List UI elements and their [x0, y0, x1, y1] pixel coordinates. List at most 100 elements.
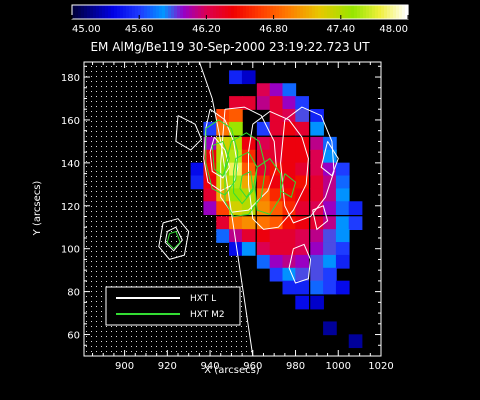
em-cell [229, 109, 243, 123]
colorbar-band [213, 5, 217, 19]
x-tick-label: 940 [201, 361, 220, 372]
em-cell [295, 136, 309, 151]
em-cell [282, 83, 297, 97]
em-cell [335, 242, 350, 256]
em-cell [241, 136, 256, 151]
em-cell [282, 96, 297, 110]
y-tick-label: 180 [61, 73, 80, 84]
em-cell [256, 136, 271, 151]
colorbar-band [207, 5, 211, 19]
colorbar-tick-label: 45.60 [125, 24, 154, 35]
legend: HXT L HXT M2 [105, 286, 241, 326]
colorbar-band [114, 5, 118, 19]
em-cell [323, 136, 337, 151]
contour-line [164, 226, 183, 252]
colorbar-band [162, 5, 166, 19]
colorbar-band [324, 5, 328, 19]
colorbar-band [105, 5, 109, 19]
colorbar-band [126, 5, 130, 19]
em-cell [241, 229, 256, 243]
colorbar-band [264, 5, 268, 19]
colorbar-band [360, 5, 364, 19]
contour-line [320, 141, 339, 177]
colorbar-band [192, 5, 196, 19]
colorbar-band [102, 5, 106, 19]
contour-line [248, 110, 309, 230]
colorbar-band [87, 5, 91, 19]
colorbar-frame [71, 4, 409, 20]
em-cell [348, 216, 363, 231]
contour-line [280, 106, 335, 224]
colorbar-band [375, 5, 379, 19]
colorbar-band [135, 5, 139, 19]
solar-limb-line [198, 62, 254, 356]
em-cell [229, 175, 243, 190]
em-cell [229, 242, 243, 256]
colorbar-band [228, 5, 232, 19]
colorbar-band [354, 5, 358, 19]
contour-line [203, 108, 239, 192]
colorbar-band [366, 5, 370, 19]
colorbar-band [234, 5, 238, 19]
hxt-m2-contours [166, 119, 297, 250]
colorbar-band [300, 5, 304, 19]
colorbar-band [369, 5, 373, 19]
y-tick-label: 80 [67, 288, 80, 299]
em-cell [269, 188, 284, 203]
x-tick-label: 1020 [368, 361, 393, 372]
colorbar-band [84, 5, 88, 19]
colorbar-band [237, 5, 241, 19]
colorbar-band [381, 5, 385, 19]
em-cell [282, 136, 297, 151]
colorbar-band [90, 5, 94, 19]
x-tick-label: 960 [243, 361, 262, 372]
colorbar-band [99, 5, 103, 19]
colorbar-band [111, 5, 115, 19]
contour-line [220, 106, 277, 213]
colorbar-band [117, 5, 121, 19]
colorbar-band [270, 5, 274, 19]
em-cell [323, 201, 337, 215]
colorbar-band [291, 5, 295, 19]
em-cell [310, 162, 324, 177]
contour-line [158, 218, 190, 260]
em-cell [323, 242, 337, 256]
colorbar-band [171, 5, 175, 19]
contour-line [175, 115, 203, 151]
x-tick-label: 1000 [326, 361, 351, 372]
em-cell [295, 188, 309, 203]
colorbar [71, 4, 409, 20]
colorbar-tick-label: 46.20 [192, 24, 221, 35]
x-axis-label: X (arcsecs) [204, 365, 260, 376]
colorbar-band [225, 5, 229, 19]
em-cell [295, 96, 309, 110]
colorbar-band [402, 5, 406, 19]
em-cell [310, 229, 324, 243]
em-cell [295, 267, 309, 282]
contour-line [166, 230, 181, 250]
colorbar-band [387, 5, 391, 19]
em-cell [335, 216, 350, 231]
colorbar-band [75, 5, 79, 19]
em-cell [295, 109, 309, 123]
em-cell [323, 321, 337, 336]
em-cell [282, 280, 297, 295]
em-cell [269, 109, 284, 123]
colorbar-band [123, 5, 127, 19]
colorbar-band [396, 5, 400, 19]
em-cell [335, 162, 350, 177]
colorbar-band [132, 5, 136, 19]
em-cell [269, 136, 284, 151]
em-cell [335, 254, 350, 269]
colorbar-band [405, 5, 409, 19]
contour-line [312, 205, 329, 231]
y-tick-label: 120 [61, 202, 80, 213]
em-cell [256, 96, 271, 110]
em-cell [295, 216, 309, 231]
em-cell [203, 188, 218, 203]
em-cell [282, 254, 297, 269]
em-cell [269, 216, 284, 231]
colorbar-band [372, 5, 376, 19]
colorbar-band [285, 5, 289, 19]
